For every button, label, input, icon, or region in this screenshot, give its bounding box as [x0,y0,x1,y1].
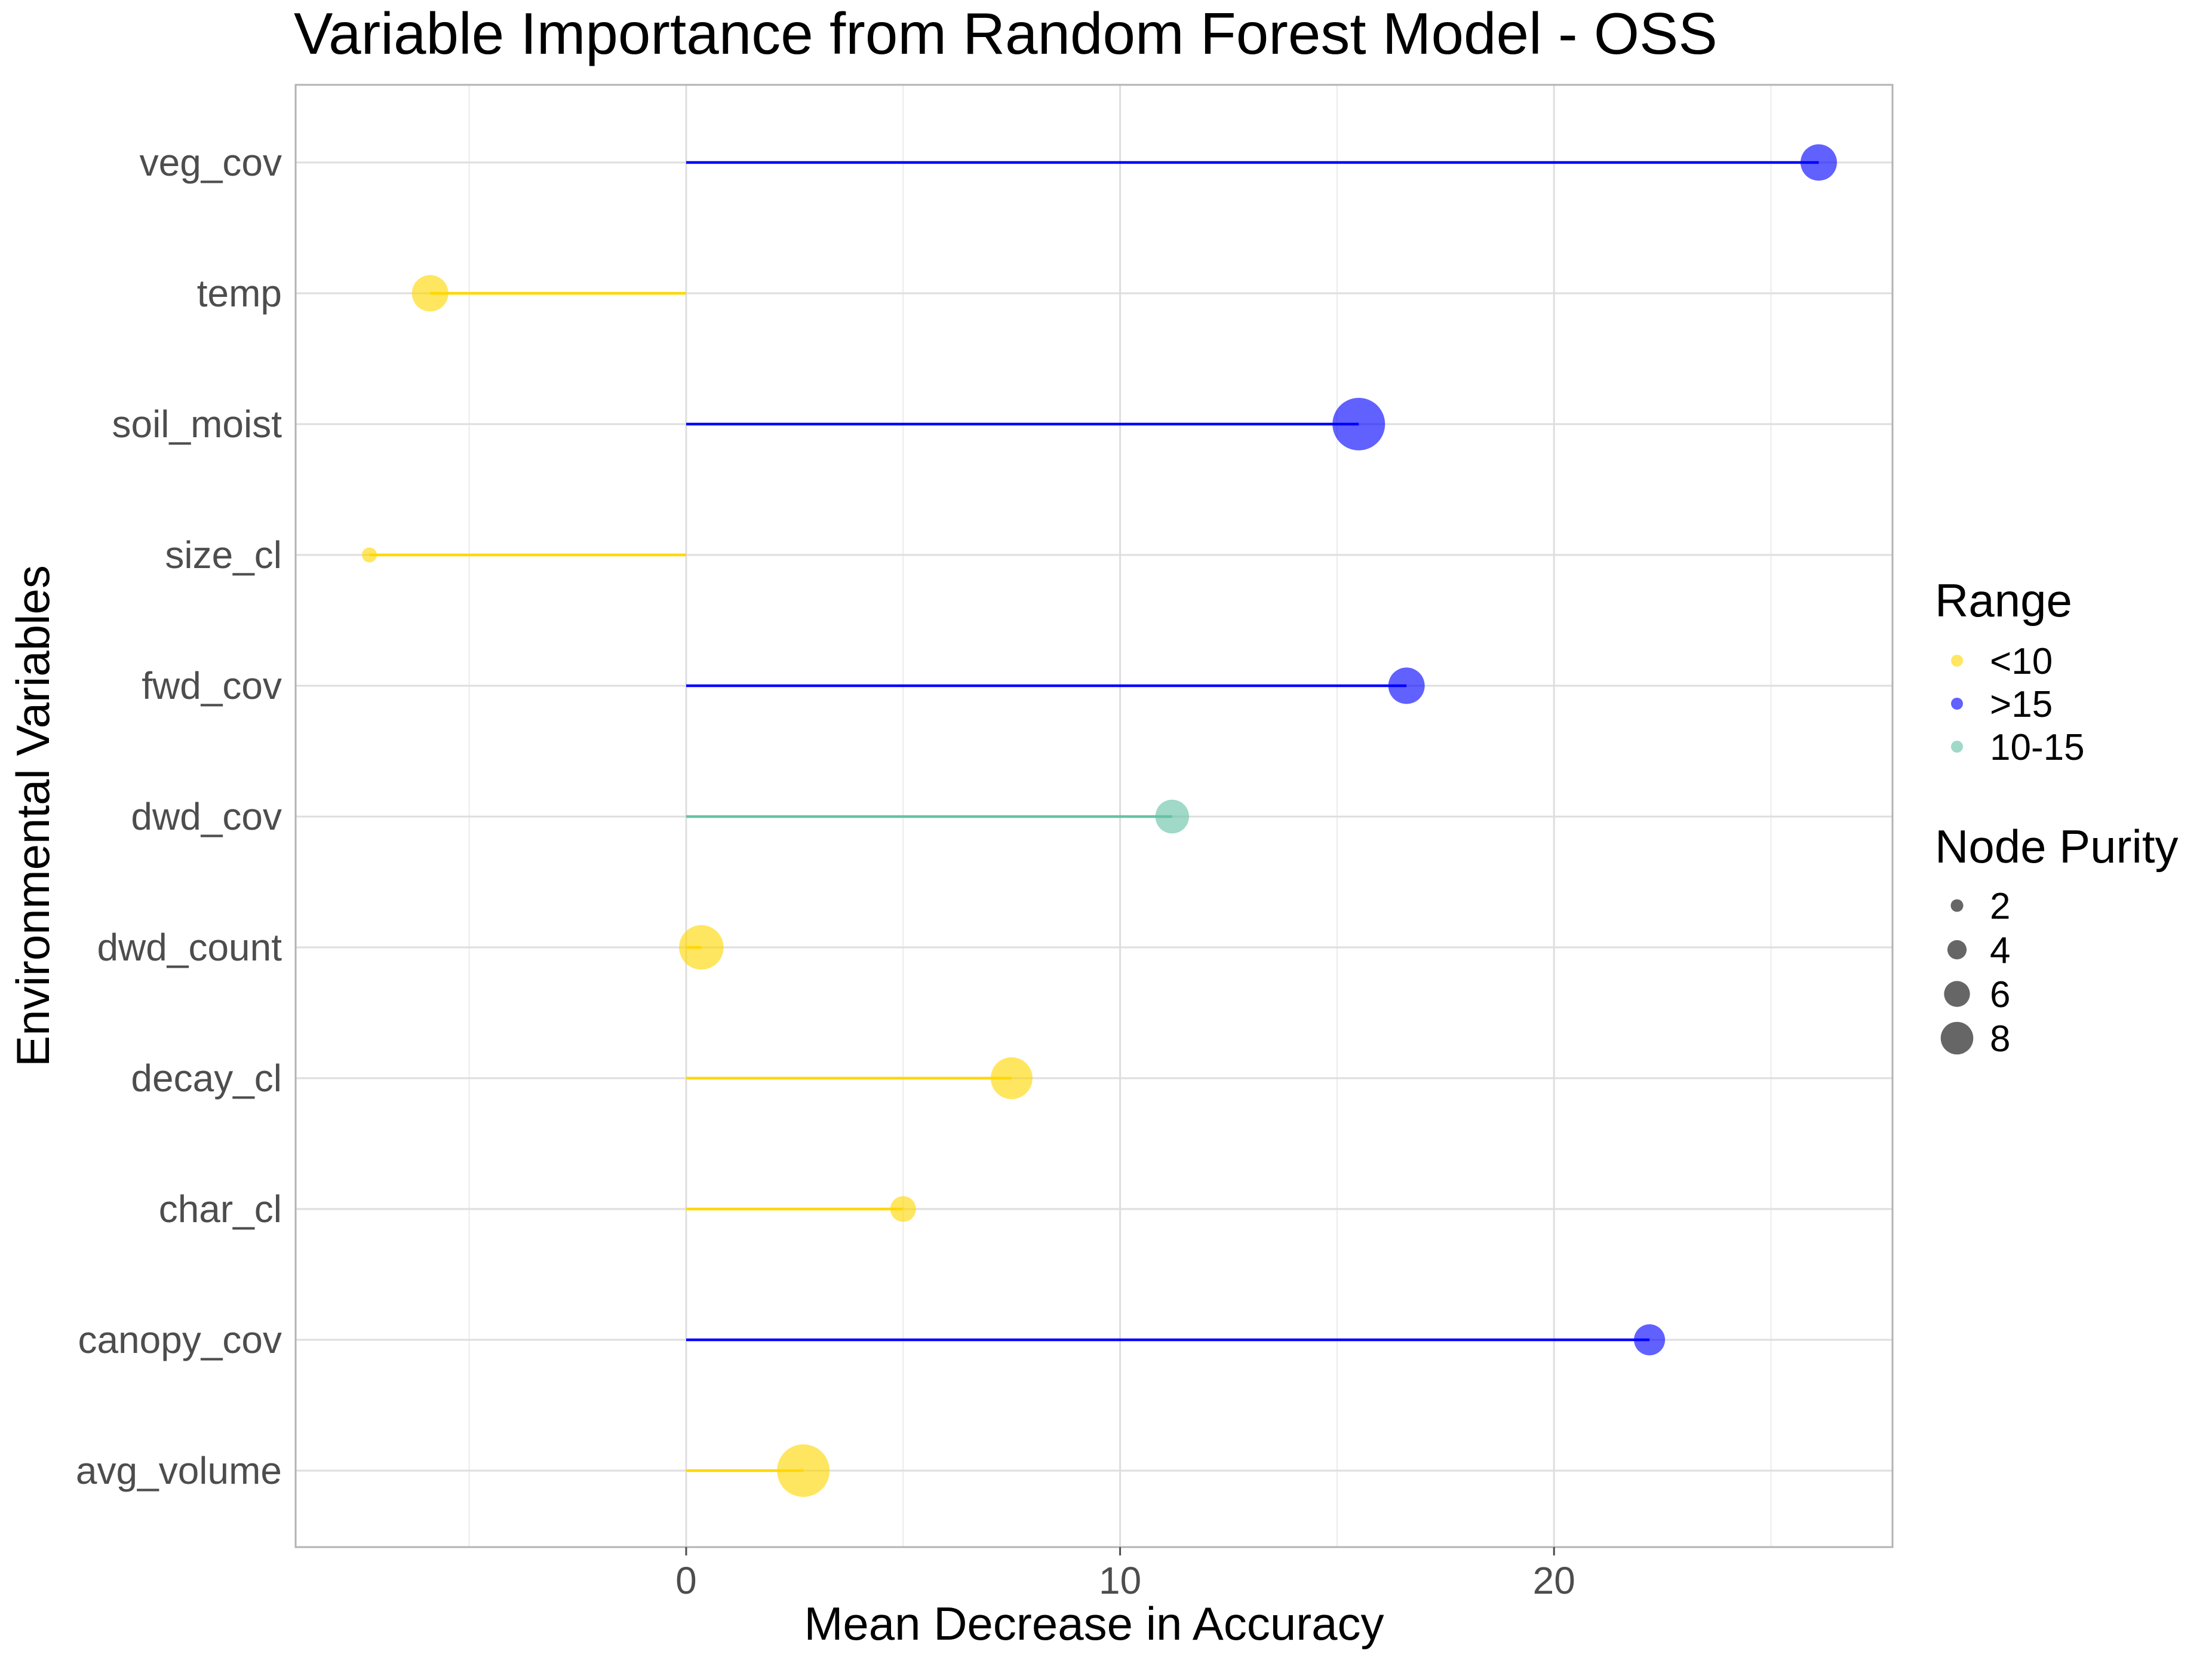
legend-range-key [1951,698,1963,710]
x-tick-label: 10 [1099,1559,1141,1602]
point-dwd_count [679,925,724,970]
x-tick-label: 0 [675,1559,697,1602]
chart-title: Variable Importance from Random Forest M… [294,1,1718,66]
legend-size-key [1944,981,1970,1007]
lollipop-points [362,144,1837,1497]
point-avg_volume [777,1444,830,1497]
point-fwd_cov [1388,667,1425,704]
y-tick-label: canopy_cov [78,1318,282,1361]
legend-size-label: 4 [1990,930,2010,971]
y-tick-label: temp [197,272,282,315]
point-decay_cl [990,1057,1033,1099]
legend-range-title: Range [1935,574,2072,627]
plot-panel [294,84,1894,1548]
legend-size-key [1940,1021,1974,1055]
point-size_cl [362,547,377,563]
legend-range-label: 10-15 [1990,727,2085,768]
legend-size-key [1947,940,1967,960]
y-tick-label: size_cl [165,533,282,576]
lollipop-segments [369,161,1819,1472]
legend-range-key [1951,655,1963,667]
point-canopy_cov [1634,1324,1666,1355]
legend-size-label: 6 [1990,974,2010,1015]
point-soil_moist [1332,398,1385,450]
legend-size-title: Node Purity [1935,820,2179,873]
panel-border [294,84,1894,1548]
legend-size-label: 2 [1990,886,2010,927]
legend-range-key [1951,741,1963,753]
y-tick-label: fwd_cov [142,664,282,707]
y-tick-label: decay_cl [131,1057,282,1100]
legend-range-label: >15 [1990,684,2053,725]
y-tick-label: soil_moist [112,403,282,446]
y-tick-label: dwd_count [97,926,282,969]
legend-size-key [1950,899,1964,912]
x-tick-label: 20 [1533,1559,1575,1602]
point-dwd_cov [1155,799,1190,834]
y-axis-title: Environmental Variables [7,565,59,1067]
point-char_cl [890,1196,916,1222]
x-tick-labels: 0 10 20 [675,1547,1575,1602]
legend-size-label: 8 [1990,1018,2010,1060]
y-tick-label: char_cl [159,1187,282,1231]
y-tick-label: dwd_cov [131,795,282,838]
point-veg_cov [1800,144,1837,181]
point-temp [411,275,448,312]
x-axis-title: Mean Decrease in Accuracy [804,1597,1384,1650]
y-tick-label: veg_cov [140,141,282,184]
legend-range-label: <10 [1990,641,2053,682]
y-tick-label: avg_volume [76,1449,282,1492]
